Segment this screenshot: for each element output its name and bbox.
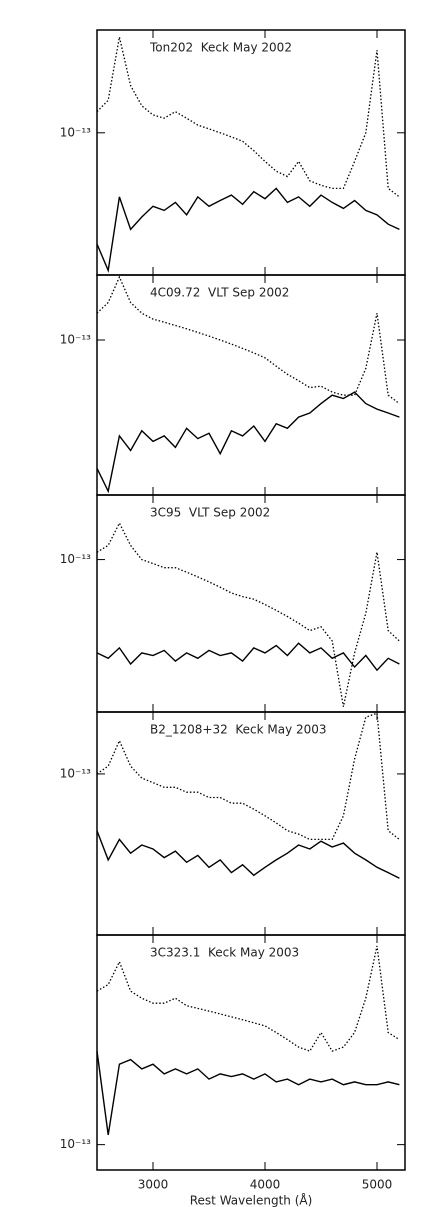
x-tick-label: 3000 (138, 1178, 169, 1192)
spectrum-line (96, 642, 400, 672)
panel-title: Ton202 Keck May 2002 (149, 41, 292, 55)
y-tick-label: 10⁻¹³ (60, 1137, 91, 1151)
panel-title: 3C95 VLT Sep 2002 (150, 506, 270, 520)
x-axis-label: Rest Wavelength (Å) (190, 1193, 313, 1207)
y-tick-label: 10⁻¹³ (60, 766, 91, 780)
spectrum-line (96, 945, 400, 1052)
panel-title: 3C323.1 Keck May 2003 (150, 946, 299, 960)
spectrum-line (96, 712, 400, 841)
y-tick-label: 10⁻¹³ (60, 552, 91, 566)
spectrum-line (96, 521, 400, 707)
spectrum-line (96, 1051, 400, 1136)
spectrum-line (96, 830, 400, 879)
y-tick-label: 10⁻¹³ (60, 332, 91, 346)
spectrum-line (96, 187, 400, 273)
x-tick-label: 4000 (250, 1178, 281, 1192)
panel-title: B2_1208+32 Keck May 2003 (150, 723, 327, 737)
x-tick-label: 5000 (362, 1178, 393, 1192)
spectrum-line (96, 36, 400, 198)
panel-frame (96, 29, 406, 276)
panel-frame (96, 934, 406, 1171)
y-tick-label: 10⁻¹³ (60, 125, 91, 139)
panel-frame (96, 494, 406, 713)
spectrum-line (96, 391, 400, 494)
panel-title: 4C09.72 VLT Sep 2002 (150, 286, 289, 300)
